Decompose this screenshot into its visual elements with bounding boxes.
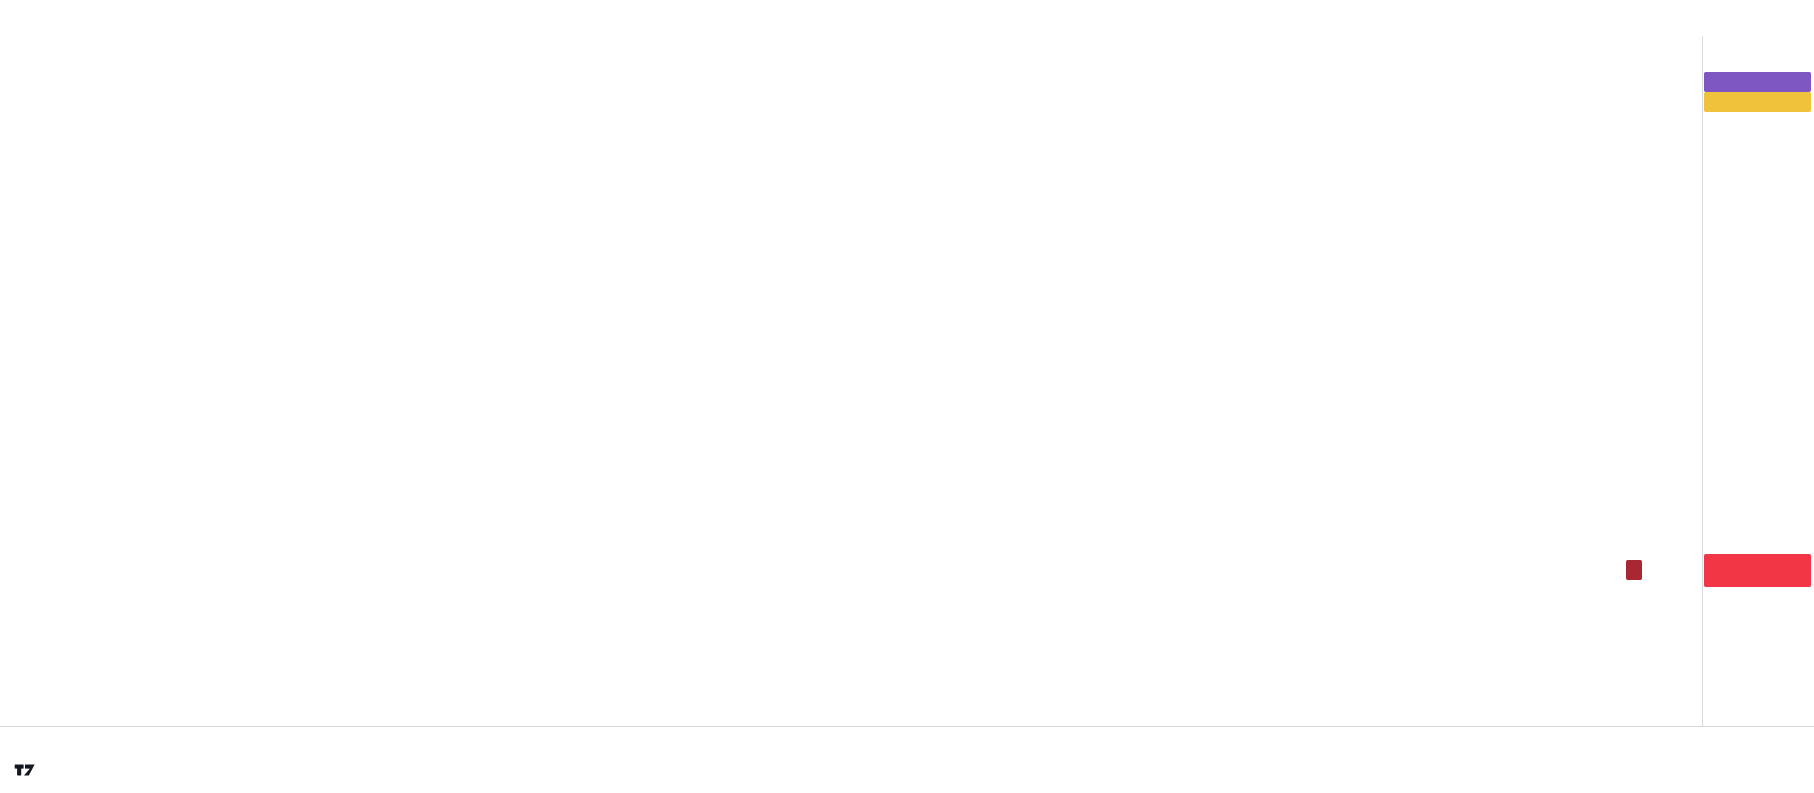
rsi-value-badge: [1704, 72, 1811, 92]
tradingview-logo-icon: [14, 764, 35, 776]
symbol-legend[interactable]: [18, 140, 63, 155]
price-scale[interactable]: [1702, 36, 1814, 726]
rsi-ma-value-badge: [1704, 92, 1811, 112]
current-price-badge: [1704, 554, 1811, 587]
volume-indicator-pane[interactable]: [0, 673, 1702, 726]
attribution-bar: [0, 0, 1814, 36]
symbol-price-tag: [1626, 560, 1642, 580]
rsi-pane[interactable]: [0, 38, 1702, 122]
time-axis[interactable]: [0, 726, 1814, 754]
main-chart-pane[interactable]: [0, 122, 1702, 673]
tradingview-logo[interactable]: [14, 757, 43, 783]
